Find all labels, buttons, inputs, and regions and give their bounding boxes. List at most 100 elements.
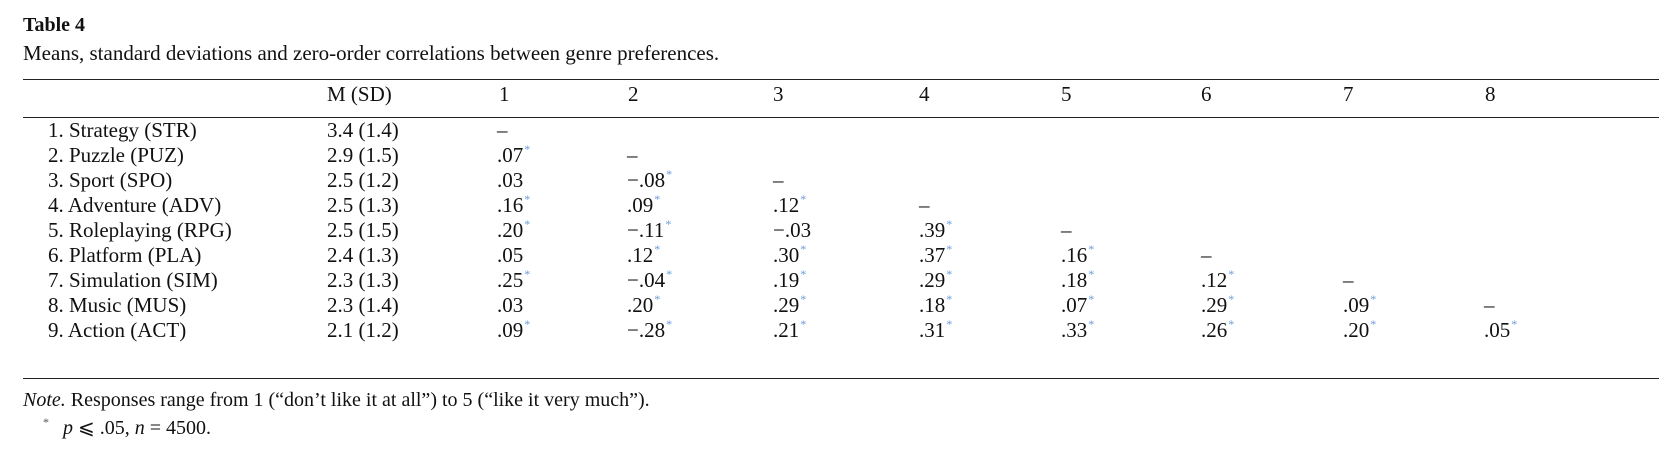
correlation-value: .20	[1343, 318, 1370, 342]
header-rule	[23, 117, 1659, 118]
significance-marker: *	[1088, 317, 1095, 331]
correlation-cell: .07*	[1061, 292, 1094, 320]
significance-marker: *	[1088, 242, 1095, 256]
bottom-rule	[23, 378, 1659, 379]
significance-marker: *	[1228, 292, 1235, 306]
correlation-value: −.04	[627, 268, 666, 292]
correlation-value: –	[497, 118, 508, 142]
row-label: 5. Roleplaying (RPG)	[48, 218, 232, 242]
correlation-value: .19	[773, 268, 800, 292]
row-label: 1. Strategy (STR)	[48, 118, 197, 142]
footnote-marker: *	[43, 415, 49, 429]
correlation-cell: .16*	[497, 192, 530, 220]
table-caption: Means, standard deviations and zero-orde…	[23, 41, 720, 65]
significance-marker: *	[1370, 317, 1377, 331]
significance-marker: *	[666, 167, 673, 181]
row-label: 9. Action (ACT)	[48, 318, 187, 342]
correlation-cell: .20*	[1343, 317, 1377, 345]
correlation-cell: –	[1061, 218, 1072, 242]
correlation-value: .20	[497, 218, 524, 242]
correlation-value: .07	[497, 143, 524, 167]
correlation-cell: .29*	[773, 292, 806, 320]
row-mean-sd: 2.1 (1.2)	[327, 318, 399, 342]
top-rule	[23, 79, 1659, 80]
correlation-cell: .33*	[1061, 317, 1095, 345]
footnote-threshold: ⩽ .05,	[73, 417, 135, 439]
correlation-value: –	[1484, 293, 1495, 317]
note-text: Responses range from 1 (“don’t like it a…	[65, 389, 650, 411]
column-header: 1	[499, 82, 510, 106]
correlation-cell: .03	[497, 293, 523, 317]
correlation-value: .26	[1201, 318, 1228, 342]
column-header: 7	[1343, 82, 1354, 106]
correlation-cell: −.11*	[627, 217, 671, 245]
correlation-value: –	[773, 168, 784, 192]
footnote-n: n	[134, 417, 145, 439]
correlation-value: –	[919, 193, 930, 217]
row-label: 2. Puzzle (PUZ)	[48, 143, 184, 167]
correlation-value: .21	[773, 318, 800, 342]
correlation-cell: .25*	[497, 267, 530, 295]
correlation-value: −.28	[627, 318, 666, 342]
significance-marker: *	[666, 267, 673, 281]
correlation-cell: .05	[497, 243, 523, 267]
correlation-cell: −.03	[773, 218, 811, 242]
correlation-cell: .39*	[919, 217, 952, 245]
correlation-cell: .29*	[1201, 292, 1235, 320]
row-label: 8. Music (MUS)	[48, 293, 187, 317]
correlation-value: –	[1061, 218, 1072, 242]
row-label: 6. Platform (PLA)	[48, 243, 202, 267]
row-mean-sd: 2.5 (1.2)	[327, 168, 399, 192]
correlation-cell: .37*	[919, 242, 952, 270]
correlation-cell: –	[1201, 243, 1212, 267]
correlation-value: –	[1343, 268, 1354, 292]
significance-marker: *	[1088, 267, 1095, 281]
correlation-value: .29	[773, 293, 800, 317]
correlation-value: .09	[1343, 293, 1370, 317]
correlation-cell: .12*	[773, 192, 806, 220]
row-mean-sd: 2.4 (1.3)	[327, 243, 399, 267]
correlation-value: .03	[497, 168, 524, 192]
correlation-value: .30	[773, 243, 800, 267]
significance-marker: *	[946, 317, 953, 331]
row-mean-sd: 2.9 (1.5)	[327, 143, 399, 167]
significance-marker: *	[654, 192, 661, 206]
correlation-value: .12	[1201, 268, 1228, 292]
correlation-value: .16	[497, 193, 524, 217]
row-mean-sd: 2.5 (1.5)	[327, 218, 399, 242]
correlation-cell: –	[773, 168, 784, 192]
correlation-value: .18	[1061, 268, 1088, 292]
significance-marker: *	[1511, 317, 1518, 331]
row-label: 7. Simulation (SIM)	[48, 268, 218, 292]
correlation-cell: .20*	[627, 292, 660, 320]
correlation-cell: .31*	[919, 317, 953, 345]
correlation-value: –	[1201, 243, 1212, 267]
significance-marker: *	[1228, 317, 1235, 331]
column-header: 2	[628, 82, 639, 106]
correlation-cell: −.08*	[627, 167, 673, 195]
correlation-cell: –	[497, 118, 508, 142]
correlation-cell: .07*	[497, 142, 531, 170]
correlation-value: .12	[627, 243, 654, 267]
table-footnote: * p ⩽ .05, n = 4500.	[43, 415, 211, 440]
correlation-cell: –	[1484, 293, 1495, 317]
significance-marker: *	[946, 292, 953, 306]
significance-marker: *	[800, 317, 807, 331]
correlation-value: .29	[919, 268, 946, 292]
significance-marker: *	[800, 242, 807, 256]
correlation-cell: .18*	[1061, 267, 1095, 295]
table-title: Table 4	[23, 14, 86, 36]
correlation-value: .05	[497, 243, 524, 267]
footnote-p: p	[63, 417, 73, 439]
correlation-cell: –	[627, 143, 638, 167]
correlation-cell: .03	[497, 168, 523, 192]
significance-marker: *	[800, 267, 807, 281]
correlation-cell: .20*	[497, 217, 530, 245]
significance-marker: *	[524, 142, 531, 156]
correlation-cell: –	[919, 193, 930, 217]
correlation-value: –	[627, 143, 638, 167]
significance-marker: *	[524, 317, 531, 331]
correlation-value: .20	[627, 293, 654, 317]
note-label: Note.	[23, 389, 66, 411]
correlation-cell: .05*	[1484, 317, 1518, 345]
